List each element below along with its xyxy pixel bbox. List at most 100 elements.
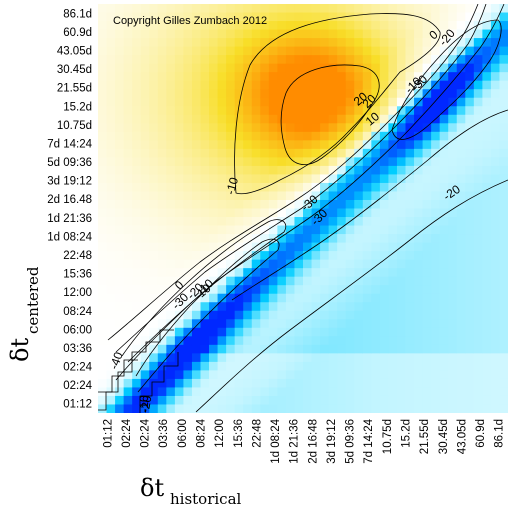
heatmap-cell — [345, 344, 355, 354]
heatmap-cell — [490, 234, 501, 244]
heatmap-cell — [149, 404, 159, 413]
heatmap-cell — [303, 310, 313, 320]
heatmap-cell — [414, 302, 424, 312]
heatmap-cell — [490, 182, 501, 193]
heatmap-cell — [396, 217, 407, 227]
heatmap-cell — [465, 89, 475, 99]
contour-line-minus30-mid — [135, 238, 280, 393]
heatmap-cell — [362, 285, 372, 295]
heatmap-cell — [98, 208, 108, 218]
heatmap-cell — [482, 199, 492, 210]
heatmap-cell — [499, 302, 508, 312]
heatmap-cell — [166, 225, 176, 235]
heatmap-cell — [303, 336, 313, 346]
heatmap-cell — [439, 97, 449, 107]
heatmap-cell — [345, 148, 355, 158]
heatmap-cell — [277, 55, 287, 65]
heatmap-cell — [251, 140, 261, 150]
heatmap-cell — [473, 12, 483, 22]
heatmap-cell — [277, 157, 287, 167]
heatmap-cell — [371, 285, 381, 295]
heatmap-cell — [465, 268, 475, 278]
heatmap-cell — [473, 293, 483, 303]
heatmap-cell — [320, 225, 330, 235]
heatmap-cell — [362, 404, 372, 413]
heatmap-cell — [303, 80, 313, 90]
heatmap-cell — [482, 319, 492, 329]
heatmap-cell — [183, 55, 193, 65]
heatmap-cell — [311, 182, 321, 193]
heatmap-cell — [191, 55, 202, 65]
heatmap-cell — [320, 285, 330, 295]
heatmap-cell — [217, 29, 227, 39]
heatmap-cell — [354, 327, 364, 337]
heatmap-cell — [234, 319, 244, 329]
heatmap-cell — [268, 63, 278, 73]
heatmap-cell — [217, 310, 227, 320]
heatmap-cell — [414, 404, 424, 413]
heatmap-cell — [106, 38, 116, 48]
heatmap-cell — [251, 336, 261, 346]
heatmap-cell — [431, 97, 441, 107]
heatmap-cell — [448, 97, 458, 107]
heatmap-cell — [396, 404, 407, 413]
heatmap-cell — [200, 123, 210, 133]
heatmap-cell — [328, 174, 338, 184]
heatmap-cell — [499, 131, 508, 141]
heatmap-cell — [226, 55, 236, 65]
heatmap-cell — [303, 276, 313, 286]
heatmap-cell — [328, 259, 338, 269]
heatmap-cell — [311, 89, 321, 99]
heatmap-cell — [354, 140, 364, 150]
heatmap-cell — [191, 140, 202, 150]
heatmap-cell — [362, 293, 372, 303]
heatmap-cell — [414, 191, 424, 201]
heatmap-cell — [226, 268, 236, 278]
heatmap-cell — [268, 148, 278, 158]
heatmap-cell — [123, 29, 133, 39]
heatmap-cell — [106, 370, 116, 380]
heatmap-cell — [98, 114, 108, 124]
heatmap-cell — [149, 140, 159, 150]
heatmap-cell — [140, 38, 150, 48]
heatmap-cell — [243, 174, 253, 184]
heatmap-cell — [132, 242, 142, 252]
heatmap-cell — [405, 378, 415, 389]
heatmap-cell — [234, 12, 244, 22]
heatmap-cell — [243, 38, 253, 48]
heatmap-cell — [345, 191, 355, 201]
heatmap-cell — [405, 293, 415, 303]
heatmap-cell — [405, 182, 415, 193]
heatmap-cell — [251, 131, 261, 141]
heatmap-cell — [473, 353, 483, 363]
heatmap-cell — [482, 234, 492, 244]
heatmap-cell — [191, 353, 202, 363]
heatmap-cell — [183, 174, 193, 184]
contour-line-20 — [280, 64, 380, 165]
heatmap-cell — [277, 38, 287, 48]
heatmap-cell — [217, 89, 227, 99]
heatmap-cell — [456, 63, 466, 73]
heatmap-cell — [123, 182, 133, 193]
heatmap-cell — [191, 174, 202, 184]
heatmap-cell — [268, 302, 278, 312]
heatmap-cell — [379, 80, 390, 90]
heatmap-cell — [354, 387, 364, 397]
y-tick-label: 60.9d — [63, 27, 92, 39]
heatmap-cell — [217, 370, 227, 380]
heatmap-cell — [320, 276, 330, 286]
heatmap-cell — [277, 140, 287, 150]
heatmap-cell — [140, 131, 150, 141]
heatmap-cell — [285, 131, 296, 141]
heatmap-cell — [277, 89, 287, 99]
heatmap-cell — [285, 89, 296, 99]
heatmap-cell — [362, 217, 372, 227]
heatmap-cell — [465, 199, 475, 210]
heatmap-cell — [311, 4, 321, 14]
heatmap-cell — [174, 21, 185, 31]
heatmap-cell — [499, 182, 508, 193]
heatmap-cell — [183, 217, 193, 227]
heatmap-cell — [439, 242, 449, 252]
heatmap-cell — [473, 157, 483, 167]
heatmap-cell — [217, 106, 227, 116]
